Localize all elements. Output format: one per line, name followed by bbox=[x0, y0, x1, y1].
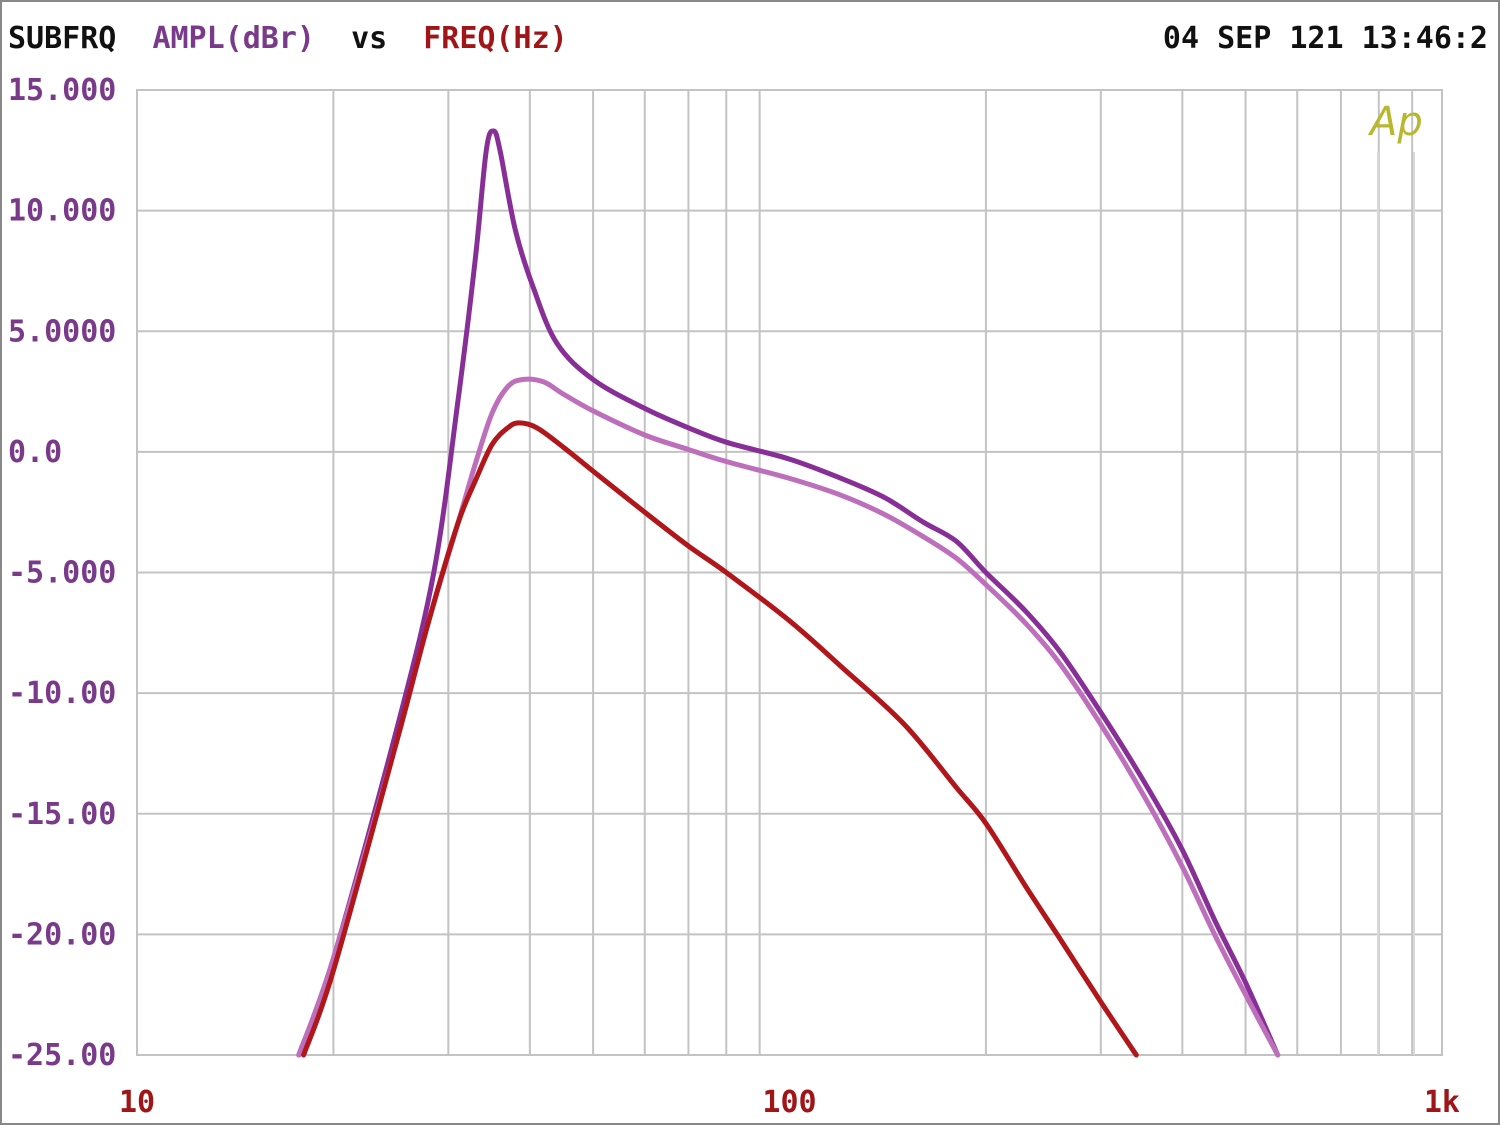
series-line-1 bbox=[296, 128, 1281, 1058]
y-tick-label: 10.000 bbox=[8, 194, 116, 229]
plot-grid bbox=[136, 89, 1443, 1056]
y-axis-tick-labels: 15.000 10.000 5.0000 0.0 -5.000 -10.00 -15.00 -… bbox=[8, 73, 116, 1073]
x-tick-label: 100 bbox=[762, 1085, 816, 1120]
data-series bbox=[296, 128, 1281, 1058]
header-timestamp: 04 SEP 121 13:46:2 bbox=[1163, 21, 1488, 56]
y-tick-label: -15.00 bbox=[8, 797, 116, 832]
x-axis-tick-labels: 10 100 1k bbox=[119, 1085, 1460, 1120]
y-tick-label: -5.000 bbox=[8, 556, 116, 591]
header-y-quantity: AMPL(dBr) bbox=[152, 21, 315, 56]
series-line-3 bbox=[301, 420, 1139, 1058]
header-vs: vs bbox=[351, 21, 387, 56]
logo-text: Ap bbox=[1367, 99, 1423, 145]
header-prefix: SUBFRQ bbox=[8, 21, 116, 56]
header-x-quantity: FREQ(Hz) bbox=[423, 21, 568, 56]
y-tick-label: -20.00 bbox=[8, 917, 116, 952]
y-tick-label: -25.00 bbox=[8, 1038, 116, 1073]
x-tick-label: 10 bbox=[119, 1085, 155, 1120]
audio-precision-logo: Ap bbox=[1367, 99, 1423, 1055]
y-tick-label: 5.0000 bbox=[8, 314, 116, 349]
y-tick-label: 0.0 bbox=[8, 435, 62, 470]
y-tick-label: 15.000 bbox=[8, 73, 116, 108]
x-tick-label: 1k bbox=[1424, 1085, 1460, 1120]
chart-header: SUBFRQ AMPL(dBr) vs FREQ(Hz) bbox=[8, 21, 568, 56]
y-tick-label: -10.00 bbox=[8, 676, 116, 711]
